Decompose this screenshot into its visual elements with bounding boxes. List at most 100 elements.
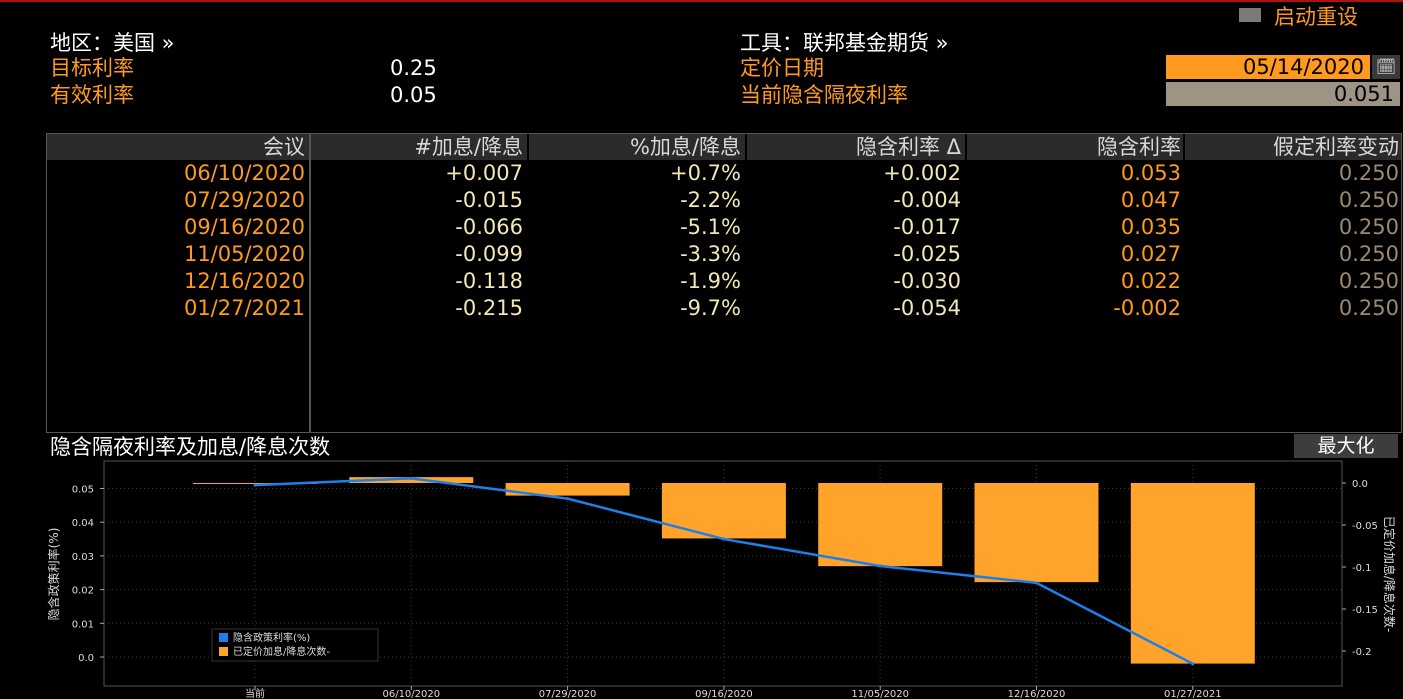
table-cell-meeting: 07/29/2020: [183, 188, 305, 212]
table-cell-hikes: -0.118: [455, 269, 523, 293]
chart-bar: [1130, 483, 1255, 664]
pricing-date-input[interactable]: 05/14/2020: [1166, 55, 1370, 79]
chart-line: [253, 476, 1195, 666]
effective-rate-value: 0.05: [390, 83, 437, 107]
x-tick-label: 11/05/2020: [851, 689, 909, 699]
chart-legend: 隐含政策利率(%)已定价加息/降息次数-: [211, 628, 379, 662]
x-tick-label: 07/29/2020: [539, 689, 597, 699]
x-tick-label: 当前: [245, 687, 265, 699]
x-tick-label: 09/16/2020: [695, 689, 753, 699]
table-cell-pct: -3.3%: [680, 242, 741, 266]
plot-frame: [103, 460, 1343, 687]
chart-bar: [193, 483, 317, 484]
maximize-button[interactable]: 最大化: [1294, 434, 1398, 458]
top-accent-line: [0, 0, 1403, 2]
column-divider: [309, 134, 311, 432]
y-tick-label: 0.05: [72, 485, 94, 496]
x-tick-label: 06/10/2020: [382, 689, 440, 699]
effective-rate-label: 有效利率: [50, 83, 134, 107]
chart-axes: 0.0 0.01 0.02 0.03 0.04 0.05 0.0 -0.05 -0.1 -0.15…: [46, 479, 1397, 699]
table-cell-meeting: 09/16/2020: [183, 215, 305, 239]
legend-swatch-line: [219, 633, 228, 642]
legend-box: [211, 628, 379, 662]
y-right-tick-label: -0.15: [1352, 605, 1378, 616]
y-tick-label: 0.03: [72, 552, 94, 563]
x-tick-label: 01/27/2021: [1164, 689, 1222, 699]
series-point: [566, 497, 570, 501]
table-cell-delta: -0.025: [893, 242, 961, 266]
legend-label-line: 隐含政策利率(%): [233, 631, 310, 644]
col-header-implied[interactable]: 隐含利率: [967, 134, 1183, 160]
target-rate-label: 目标利率: [50, 56, 134, 80]
table-cell-hikes: -0.066: [455, 215, 523, 239]
y-right-axis-title: 已定价加息/降息次数-: [1382, 516, 1397, 632]
y-right-tick-label: -0.1: [1352, 563, 1372, 574]
col-header-pct[interactable]: %加息/降息: [529, 134, 745, 160]
x-tick-label: 12/16/2020: [1008, 689, 1066, 699]
table-cell-assumed: 0.250: [1338, 296, 1399, 320]
table-cell-pct: -9.7%: [680, 296, 741, 320]
y-tick-label: 0.0: [78, 653, 94, 664]
table-cell-delta: -0.054: [893, 296, 961, 320]
table-cell-assumed: 0.250: [1338, 161, 1399, 185]
series-point: [722, 537, 726, 541]
table-cell-implied: 0.022: [1120, 269, 1181, 293]
table-cell-delta: -0.004: [893, 188, 961, 212]
table-cell-pct: -1.9%: [680, 269, 741, 293]
col-header-meeting[interactable]: 会议: [47, 134, 309, 160]
series-point: [1035, 581, 1038, 585]
target-rate-value: 0.25: [390, 56, 437, 80]
series-point: [409, 476, 413, 480]
table-cell-meeting: 12/16/2020: [183, 269, 305, 293]
chart-bar: [974, 483, 1099, 583]
chart-bar: [818, 483, 943, 567]
y-tick-label: 0.04: [72, 518, 94, 529]
pricing-date-label: 定价日期: [740, 56, 824, 80]
table-cell-hikes: -0.215: [455, 296, 523, 320]
implied-overnight-value: 0.051: [1166, 82, 1400, 106]
table-cell-assumed: 0.250: [1338, 188, 1399, 212]
table-cell-implied: -0.002: [1113, 296, 1181, 320]
table-cell-pct: +0.7%: [670, 161, 741, 185]
table-cell-meeting: 01/27/2021: [183, 296, 305, 320]
calendar-icon[interactable]: 🗓: [1372, 55, 1400, 79]
col-header-assumed[interactable]: 假定利率变动: [1185, 134, 1401, 160]
rate-chart: 0.0 0.01 0.02 0.03 0.04 0.05 0.0 -0.05 -0.1 -0.15…: [46, 460, 1397, 699]
table-cell-pct: -2.2%: [680, 188, 741, 212]
table-cell-assumed: 0.250: [1338, 215, 1399, 239]
y-tick-label: 0.01: [72, 619, 94, 630]
instrument-selector[interactable]: 工具：联邦基金期货 »: [740, 31, 949, 55]
meetings-table: 会议 #加息/降息 %加息/降息 隐含利率 Δ 隐含利率 假定利率变动 06/1…: [46, 133, 1402, 433]
table-cell-delta: -0.017: [893, 215, 961, 239]
y-right-tick-label: 0.0: [1352, 479, 1368, 490]
table-cell-assumed: 0.250: [1338, 242, 1399, 266]
table-cell-meeting: 06/10/2020: [183, 161, 305, 185]
chart-title: 隐含隔夜利率及加息/降息次数: [50, 435, 331, 459]
table-cell-hikes: +0.007: [445, 161, 523, 185]
reset-checkbox[interactable]: [1239, 8, 1261, 22]
legend-swatch-bar: [219, 647, 228, 656]
col-header-hikes[interactable]: #加息/降息: [311, 134, 527, 160]
col-header-delta[interactable]: 隐含利率 Δ: [747, 134, 965, 160]
series-point: [253, 483, 257, 487]
table-cell-pct: -5.1%: [680, 215, 741, 239]
y-right-tick-label: -0.2: [1352, 647, 1372, 658]
chart-bars: [193, 477, 1255, 664]
table-cell-assumed: 0.250: [1338, 269, 1399, 293]
reset-button[interactable]: 启动重设: [1274, 5, 1358, 29]
series-point: [878, 564, 882, 568]
table-cell-implied: 0.053: [1120, 161, 1181, 185]
table-cell-implied: 0.027: [1120, 242, 1181, 266]
legend-label-bar: 已定价加息/降息次数-: [233, 645, 330, 658]
table-cell-delta: +0.002: [883, 161, 961, 185]
implied-overnight-label: 当前隐含隔夜利率: [740, 83, 908, 107]
y-tick-label: 0.02: [72, 586, 94, 597]
y-axis-title: 隐含政策利率(%): [46, 528, 61, 621]
chart-bar: [349, 477, 474, 483]
table-cell-implied: 0.035: [1120, 215, 1181, 239]
table-cell-delta: -0.030: [893, 269, 961, 293]
table-cell-meeting: 11/05/2020: [183, 242, 305, 266]
series-point: [1191, 662, 1195, 666]
region-selector[interactable]: 地区：美国 »: [50, 31, 175, 55]
table-cell-hikes: -0.099: [455, 242, 523, 266]
